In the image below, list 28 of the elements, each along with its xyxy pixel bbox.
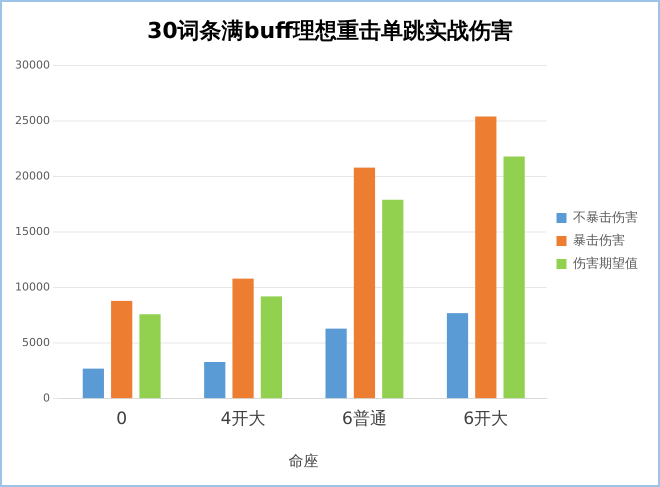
- bar: [382, 200, 404, 398]
- bar: [232, 278, 254, 398]
- y-tick-label: 30000: [14, 58, 50, 72]
- bar: [446, 313, 468, 398]
- y-tick-label: 10000: [14, 280, 50, 294]
- x-tick-label: 0: [116, 409, 128, 430]
- y-tick-label: 25000: [14, 114, 50, 127]
- legend-label: 伤害期望值: [573, 255, 638, 272]
- legend-label: 暴击伤害: [573, 232, 625, 248]
- bar: [475, 116, 496, 398]
- x-tick-label: 6开大: [463, 409, 508, 430]
- legend-label: 不暴击伤害: [573, 209, 638, 226]
- y-tick-label: 5000: [22, 336, 50, 349]
- bar: [354, 168, 376, 398]
- bar: [204, 362, 226, 398]
- y-tick-label: 20000: [14, 169, 50, 182]
- bar: [260, 296, 282, 398]
- bar: [139, 314, 161, 398]
- bar: [82, 368, 104, 398]
- x-axis-title: 命座: [288, 452, 319, 470]
- y-tick-label: 15000: [14, 224, 50, 238]
- bar: [111, 300, 132, 398]
- bar: [325, 328, 347, 398]
- y-tick-label: 0: [42, 391, 50, 404]
- x-tick-label: 4开大: [220, 409, 266, 430]
- x-tick-label: 6普通: [342, 409, 387, 430]
- chart-title: 30词条满buff理想重击单跳实战伤害: [147, 18, 513, 44]
- bar: [504, 156, 525, 398]
